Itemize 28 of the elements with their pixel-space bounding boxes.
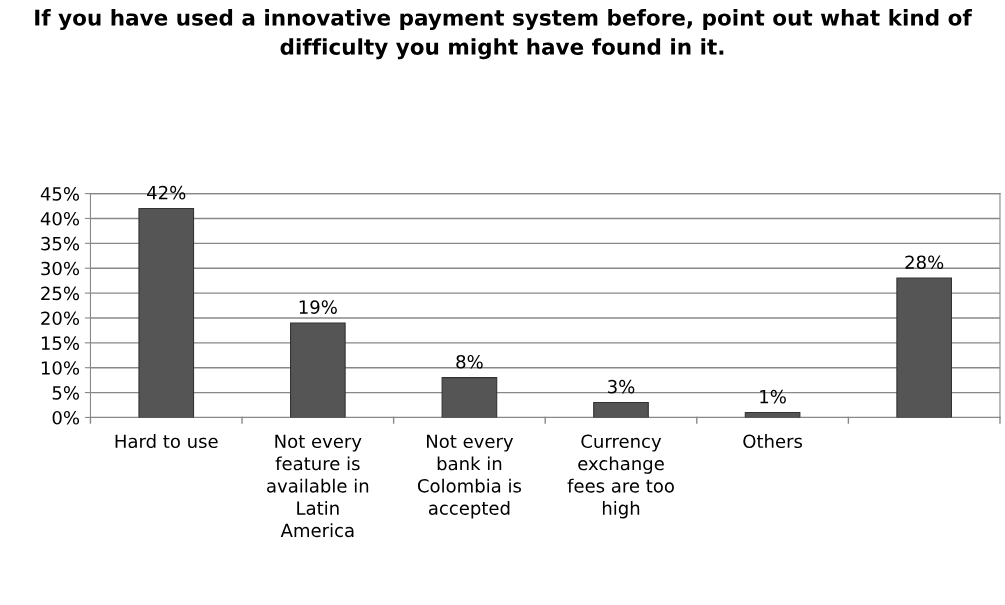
data-label: 1% bbox=[760, 389, 786, 404]
x-tick-label: Others bbox=[743, 434, 803, 449]
y-tick-label: 25% bbox=[41, 286, 80, 301]
data-label: 42% bbox=[147, 185, 186, 200]
bar bbox=[896, 277, 953, 418]
data-label: 3% bbox=[608, 379, 635, 394]
bar bbox=[593, 401, 649, 418]
y-tick-label: 10% bbox=[41, 361, 80, 375]
bar bbox=[138, 207, 195, 418]
x-tick-label: Hard to use bbox=[115, 434, 218, 449]
x-tick-label: Not every bank in Colombia is accepted bbox=[417, 434, 522, 519]
y-tick-label: 15% bbox=[41, 336, 80, 350]
bar bbox=[289, 322, 346, 418]
y-tick-label: 40% bbox=[40, 211, 80, 226]
y-tick-label: 5% bbox=[52, 386, 80, 400]
y-tick-label: 35% bbox=[41, 236, 80, 251]
y-tick-label: 0% bbox=[52, 410, 80, 425]
data-label: 8% bbox=[456, 354, 483, 369]
data-label: 19% bbox=[299, 300, 337, 314]
x-tick-label: Not every feature is available in Latin America bbox=[267, 434, 369, 538]
x-tick-label: Currency exchange fees are too high bbox=[567, 434, 674, 519]
y-tick-label: 20% bbox=[41, 311, 80, 326]
chart-title: If you have used a innovative payment system before, point out what kind of difficulty you might have found in it. bbox=[35, 9, 972, 60]
y-tick-label: 45% bbox=[40, 187, 80, 201]
bar bbox=[744, 411, 801, 418]
bar bbox=[441, 377, 498, 418]
y-tick-label: 30% bbox=[41, 261, 80, 276]
data-label: 28% bbox=[905, 255, 944, 270]
